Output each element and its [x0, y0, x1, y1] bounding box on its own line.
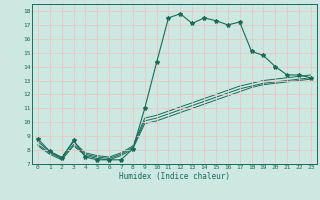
- X-axis label: Humidex (Indice chaleur): Humidex (Indice chaleur): [119, 172, 230, 181]
